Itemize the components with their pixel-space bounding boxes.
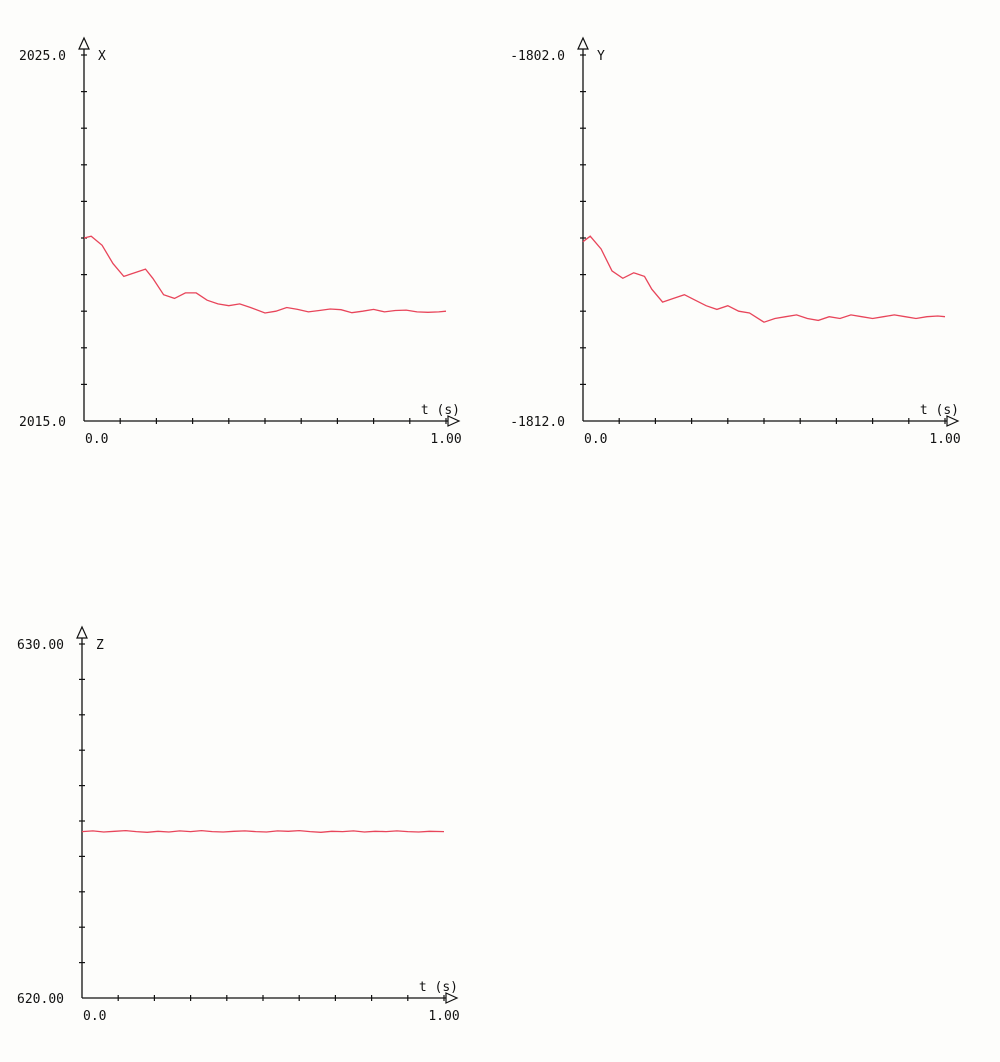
- x-tick-label-max: 1.00: [430, 432, 461, 447]
- x-axis-arrow: [447, 415, 461, 427]
- series-line-z: [81, 829, 445, 833]
- x-tick-label-min: 0.0: [85, 432, 108, 447]
- x-axis-arrow: [445, 992, 459, 1004]
- y-axis-arrow: [76, 625, 88, 639]
- y-axis-arrow: [577, 36, 589, 50]
- y-axis-title: Z: [96, 638, 104, 653]
- y-tick-label-min: -1812.0: [510, 415, 565, 430]
- x-axis-arrow: [946, 415, 960, 427]
- y-tick-label-max: -1802.0: [510, 49, 565, 64]
- x-axis-title: t (s): [421, 403, 460, 418]
- x-tick-label-max: 1.00: [929, 432, 960, 447]
- chart-x: 2025.0 2015.0 0.0 1.00 Xt (s): [19, 36, 462, 447]
- x-axis-title: t (s): [920, 403, 959, 418]
- y-tick-label-min: 620.00: [17, 992, 64, 1007]
- chart-z: 630.00 620.00 0.0 1.00 Zt (s): [17, 625, 460, 1024]
- series-line-x: [83, 235, 447, 314]
- x-tick-label-min: 0.0: [83, 1009, 106, 1024]
- y-tick-label-max: 630.00: [17, 638, 64, 653]
- x-tick-label-max: 1.00: [428, 1009, 459, 1024]
- y-tick-label-max: 2025.0: [19, 49, 66, 64]
- y-axis-arrow: [78, 36, 90, 50]
- x-axis-title: t (s): [419, 980, 458, 995]
- x-tick-label-min: 0.0: [584, 432, 607, 447]
- y-axis-title: Y: [597, 49, 605, 64]
- chart-y: -1802.0 -1812.0 0.0 1.00 Yt (s): [510, 36, 961, 447]
- y-tick-label-min: 2015.0: [19, 415, 66, 430]
- series-line-y: [582, 235, 946, 323]
- y-axis-title: X: [98, 49, 106, 64]
